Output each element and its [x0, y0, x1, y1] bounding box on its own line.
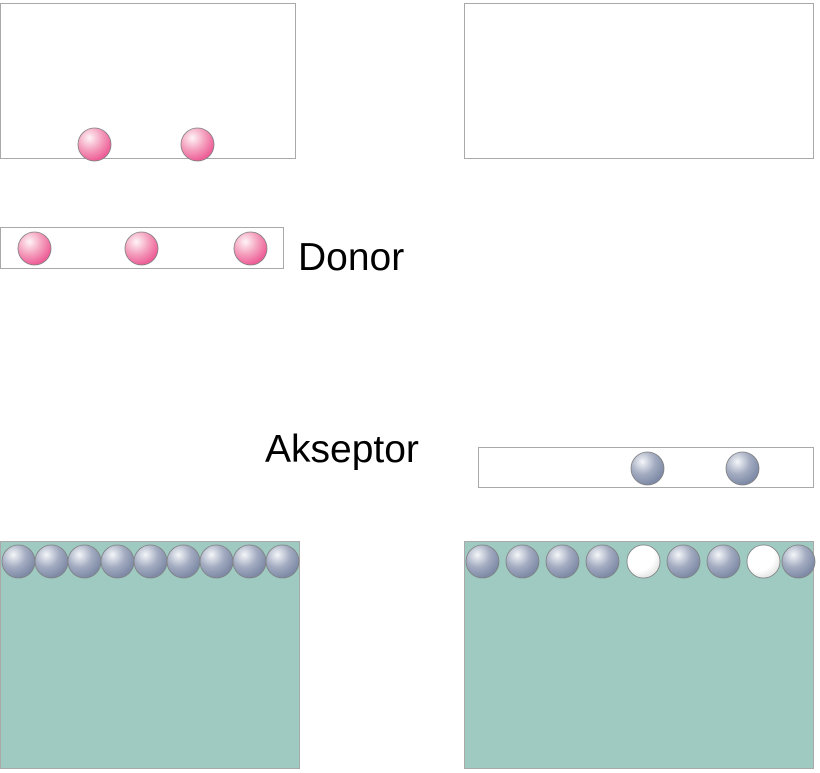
blue-sphere	[265, 544, 300, 579]
blue-sphere	[100, 544, 135, 579]
white-sphere	[626, 544, 661, 579]
blue-sphere	[505, 544, 540, 579]
blue-sphere	[666, 544, 701, 579]
donor-label: Donor	[298, 236, 404, 280]
pink-sphere	[233, 231, 268, 266]
pink-sphere	[77, 127, 112, 162]
blue-sphere	[67, 544, 102, 579]
akseptor-label: Akseptor	[265, 428, 419, 472]
panel-top-right	[464, 3, 814, 159]
blue-sphere	[465, 544, 500, 579]
blue-sphere	[545, 544, 580, 579]
blue-sphere	[133, 544, 168, 579]
pink-sphere	[17, 231, 52, 266]
blue-sphere	[585, 544, 620, 579]
blue-sphere	[630, 451, 665, 486]
blue-sphere	[34, 544, 69, 579]
blue-sphere	[199, 544, 234, 579]
pink-sphere	[124, 231, 159, 266]
white-sphere	[746, 544, 781, 579]
blue-sphere	[166, 544, 201, 579]
blue-sphere	[1, 544, 36, 579]
blue-sphere	[725, 451, 760, 486]
pink-sphere	[180, 127, 215, 162]
blue-sphere	[781, 544, 816, 579]
blue-sphere	[706, 544, 741, 579]
panel-top-left	[0, 3, 296, 159]
blue-sphere	[232, 544, 267, 579]
